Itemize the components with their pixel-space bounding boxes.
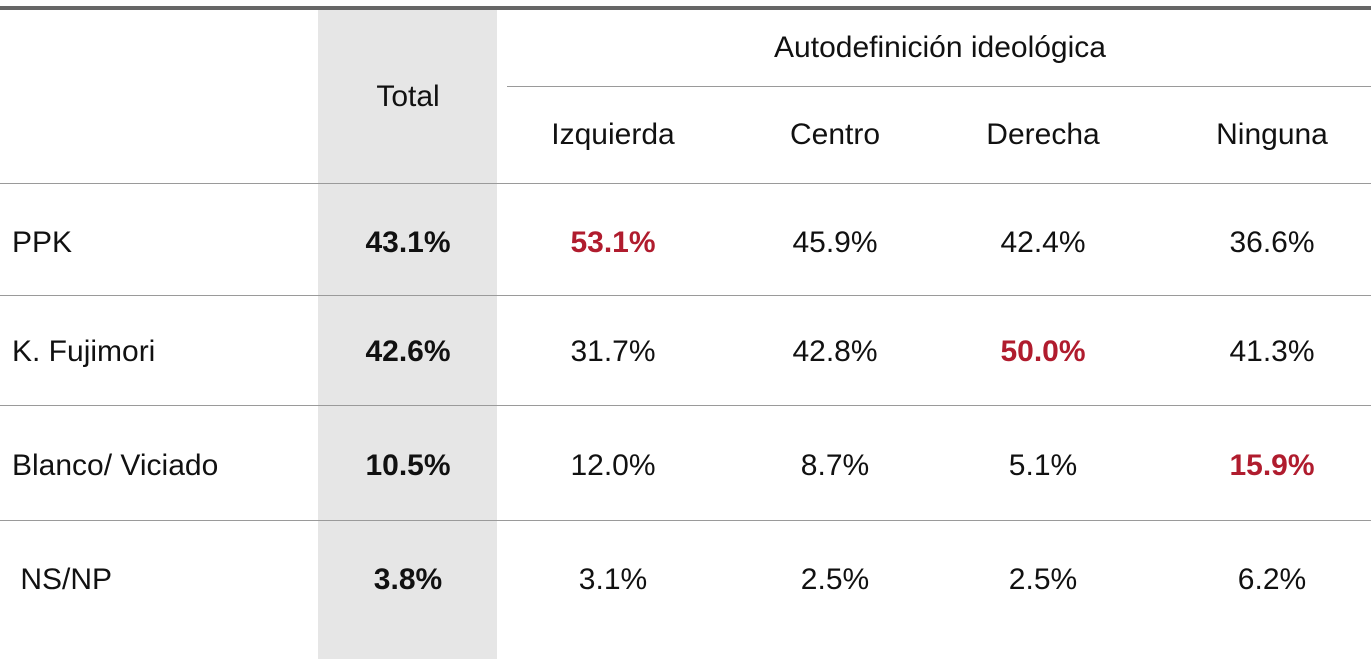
- cell: 53.1%: [570, 226, 656, 259]
- row-rule: [0, 295, 1371, 296]
- column-header: Derecha: [986, 118, 1100, 151]
- row-rule: [0, 520, 1371, 521]
- cell: 31.7%: [570, 335, 656, 368]
- column-header: Ninguna: [1216, 118, 1328, 151]
- cell: 12.0%: [570, 449, 656, 482]
- cell: 5.1%: [1008, 449, 1078, 482]
- cell: 41.3%: [1229, 335, 1315, 368]
- cell: 8.7%: [800, 449, 870, 482]
- cell: 3.1%: [578, 563, 648, 596]
- cell: 45.9%: [792, 226, 878, 259]
- group-rule: [507, 86, 1371, 87]
- cell: 42.8%: [792, 335, 878, 368]
- total-header: Total: [376, 80, 440, 113]
- cell: 36.6%: [1229, 226, 1315, 259]
- row-label: PPK: [12, 226, 73, 259]
- total-cell: 10.5%: [365, 449, 451, 482]
- header-rule: [0, 183, 1371, 184]
- row-label: Blanco/ Viciado: [12, 449, 219, 482]
- total-cell: 43.1%: [365, 226, 451, 259]
- cell: 15.9%: [1229, 449, 1315, 482]
- column-header: Izquierda: [551, 118, 675, 151]
- cell: 50.0%: [1000, 335, 1086, 368]
- column-header: Centro: [789, 118, 881, 151]
- row-label: NS/NP: [12, 563, 113, 596]
- top-border: [0, 6, 1371, 10]
- total-shade: [318, 10, 497, 659]
- row-rule: [0, 405, 1371, 406]
- cell: 42.4%: [1000, 226, 1086, 259]
- cell: 2.5%: [1008, 563, 1078, 596]
- row-label: K. Fujimori: [12, 335, 156, 368]
- group-header: Autodefinición ideológica: [774, 31, 1106, 64]
- cell: 6.2%: [1237, 563, 1307, 596]
- total-cell: 3.8%: [373, 563, 443, 596]
- total-cell: 42.6%: [365, 335, 451, 368]
- cell: 2.5%: [800, 563, 870, 596]
